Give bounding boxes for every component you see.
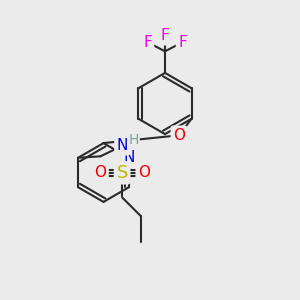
Text: F: F [143,35,152,50]
Text: F: F [178,35,187,50]
Text: O: O [138,165,150,180]
Text: H: H [128,134,139,147]
Text: F: F [160,28,169,43]
Text: N: N [116,138,128,153]
Text: S: S [116,164,128,182]
Text: O: O [94,165,106,180]
Text: O: O [173,128,185,143]
Text: N: N [123,150,135,165]
